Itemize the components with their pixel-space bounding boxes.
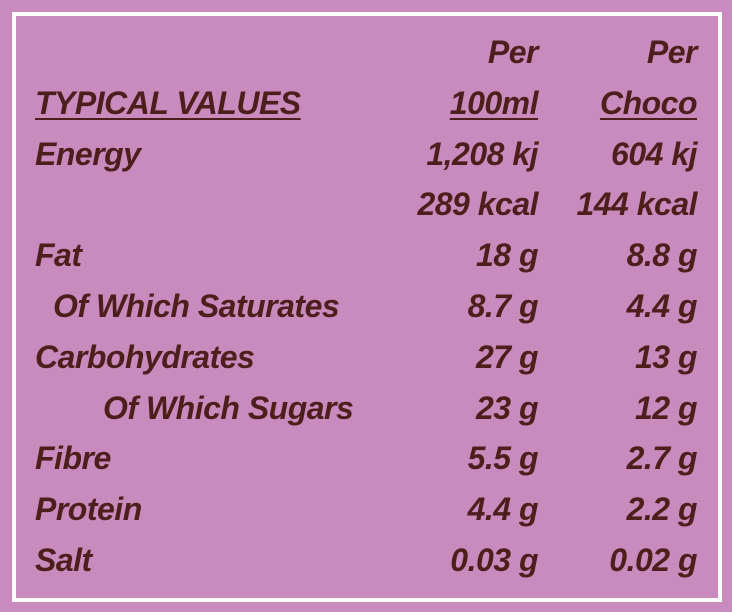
row-value: 8.7 g [467, 288, 539, 324]
row-value: 12 g [634, 389, 698, 426]
row-value: 144 kcal [576, 186, 697, 223]
row-label: Salt [35, 542, 92, 578]
row-value: 1,208 kj [426, 135, 538, 172]
column-header: Choco [599, 84, 698, 121]
row-value: 0.03 g [450, 542, 538, 578]
row-label: Of Which Sugars [103, 389, 354, 426]
row-value: 2.7 g [626, 440, 698, 477]
row-label: Energy [35, 135, 141, 172]
row-value: 18 g [475, 237, 539, 274]
row-value: 4.4 g [626, 288, 698, 324]
row-label: Fibre [35, 440, 111, 477]
row-value: 8.8 g [626, 237, 698, 274]
row-value: 4.4 g [467, 491, 539, 528]
column-header: 100ml [449, 84, 539, 121]
column-header: Per [646, 34, 698, 70]
label-header: TYPICAL VALUES [35, 84, 301, 121]
row-value: 5.5 g [467, 440, 539, 477]
row-value: 604 kj [611, 135, 697, 172]
row-label: Carbohydrates [35, 338, 255, 375]
row-value: 23 g [475, 389, 539, 426]
row-value: 0.02 g [609, 542, 697, 578]
row-value: 27 g [475, 338, 539, 375]
panel-border [12, 12, 722, 602]
row-label: Of Which Saturates [53, 288, 340, 324]
row-label: Fat [35, 237, 82, 274]
row-value: 289 kcal [417, 186, 538, 223]
row-value: 2.2 g [626, 491, 698, 528]
row-value: 13 g [634, 338, 698, 375]
row-label: Protein [35, 491, 142, 528]
column-header: Per [487, 34, 539, 70]
